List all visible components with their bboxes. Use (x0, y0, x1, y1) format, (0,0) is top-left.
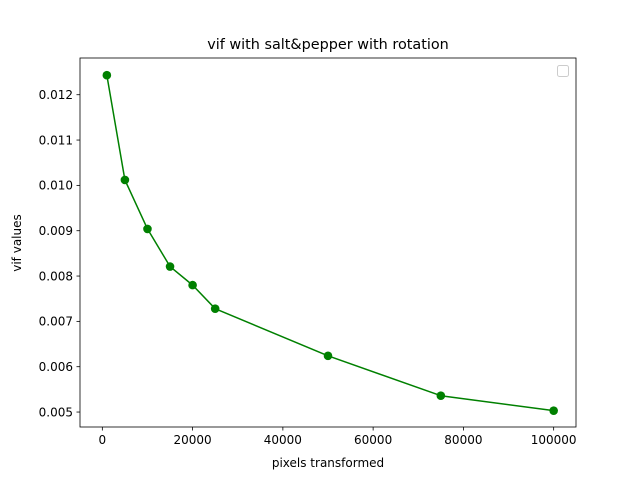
x-tick-label: 100000 (531, 433, 577, 447)
x-tick-label: 80000 (444, 433, 482, 447)
data-point (102, 70, 112, 80)
y-tick-label: 0.012 (39, 88, 73, 102)
data-point (549, 406, 558, 415)
data-point (210, 304, 220, 313)
y-tick-label: 0.006 (39, 360, 73, 374)
x-axis-label: pixels transformed (272, 456, 384, 470)
x-tick-label: 0 (99, 433, 107, 447)
y-tick-label: 0.007 (39, 315, 73, 329)
y-axis-label: vif values (10, 214, 24, 272)
chart-title: vif with salt&pepper with rotation (207, 37, 449, 53)
data-point (436, 391, 446, 401)
axes-frame (79, 57, 577, 428)
y-tick-label: 0.005 (39, 405, 73, 419)
data-point (188, 280, 197, 290)
axis-ticks: 0 20000 40000 60000 80000 100000 0.005 0.006 0.0… (39, 88, 577, 447)
data-point (323, 351, 333, 361)
legend-box (557, 65, 569, 77)
y-tick-label: 0.009 (39, 224, 73, 238)
y-tick-label: 0.011 (39, 133, 73, 147)
x-tick-label: 40000 (264, 433, 302, 447)
plot-series (102, 70, 558, 415)
y-tick-label: 0.010 (39, 179, 73, 193)
data-point (120, 175, 130, 185)
y-tick-label: 0.008 (39, 269, 73, 283)
x-tick-label: 60000 (354, 433, 392, 447)
data-point (165, 262, 175, 271)
data-point (143, 224, 152, 234)
x-tick-label: 20000 (174, 433, 212, 447)
